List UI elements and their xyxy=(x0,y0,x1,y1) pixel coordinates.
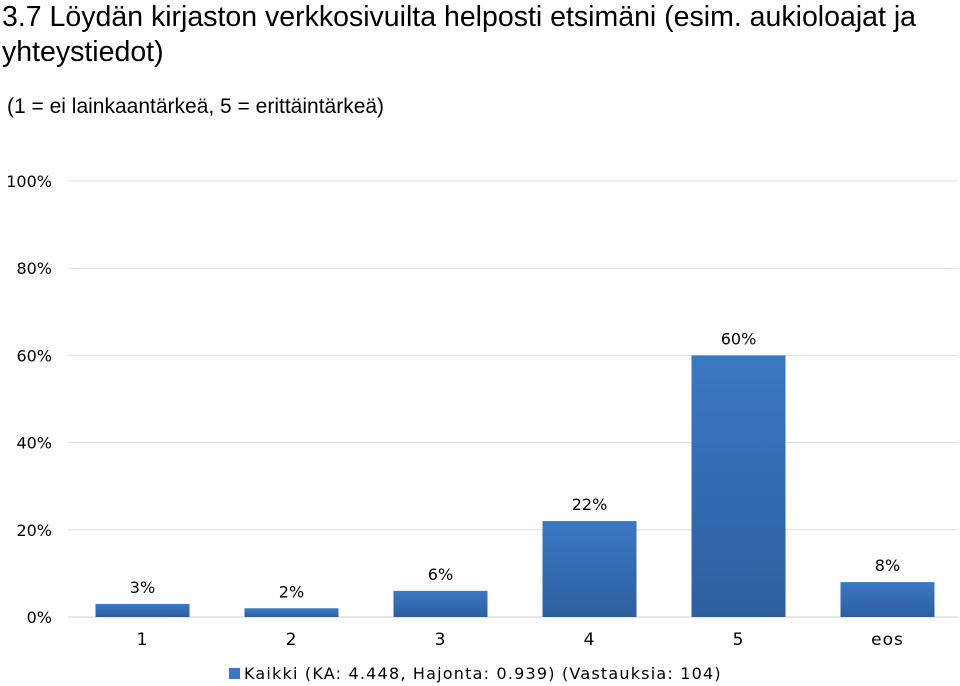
y-axis-ticks: 0% 20% 40% 60% 80% 100% xyxy=(6,172,52,627)
x-category-label: 4 xyxy=(584,630,596,650)
legend-label: Kaikki (KA: 4.448, Hajonta: 0.939) (Vast… xyxy=(244,663,722,683)
scale-note: (1 = ei lainkaantärkeä, 5 = erittäintärk… xyxy=(7,95,385,118)
data-label: 6% xyxy=(428,565,453,584)
x-category-label: 3 xyxy=(435,630,447,650)
bar xyxy=(244,608,339,617)
x-category-label: 1 xyxy=(137,630,149,650)
legend: Kaikki (KA: 4.448, Hajonta: 0.939) (Vast… xyxy=(229,661,722,685)
data-label: 60% xyxy=(721,329,757,348)
y-tick-label: 100% xyxy=(6,172,52,191)
bar-chart: 0% 20% 40% 60% 80% 100% 3% 2% 6% 22% 60% 8% 1 2 3 4 5 e… xyxy=(6,172,958,650)
bars xyxy=(95,355,935,617)
grid-lines xyxy=(68,180,958,618)
legend-swatch xyxy=(229,667,240,679)
y-tick-label: 40% xyxy=(16,434,52,453)
bar xyxy=(691,355,786,617)
chart-title: 3.7 Löydän kirjaston verkkosivuilta help… xyxy=(2,1,917,68)
y-tick-label: 80% xyxy=(16,259,52,278)
bar xyxy=(840,582,935,617)
y-tick-label: 60% xyxy=(16,346,52,365)
x-axis-categories: 1 2 3 4 5 eos xyxy=(137,630,904,650)
x-category-label: 2 xyxy=(286,630,298,650)
bar xyxy=(95,603,190,617)
x-category-label: eos xyxy=(871,630,904,650)
data-label: 3% xyxy=(130,578,155,597)
x-category-label: 5 xyxy=(733,630,745,650)
bar xyxy=(542,521,637,617)
data-labels: 3% 2% 6% 22% 60% 8% xyxy=(130,329,900,601)
y-tick-label: 20% xyxy=(16,521,52,540)
data-label: 22% xyxy=(572,495,608,514)
bar xyxy=(393,590,488,617)
data-label: 2% xyxy=(279,582,304,601)
y-tick-label: 0% xyxy=(27,608,52,627)
data-label: 8% xyxy=(875,556,900,575)
